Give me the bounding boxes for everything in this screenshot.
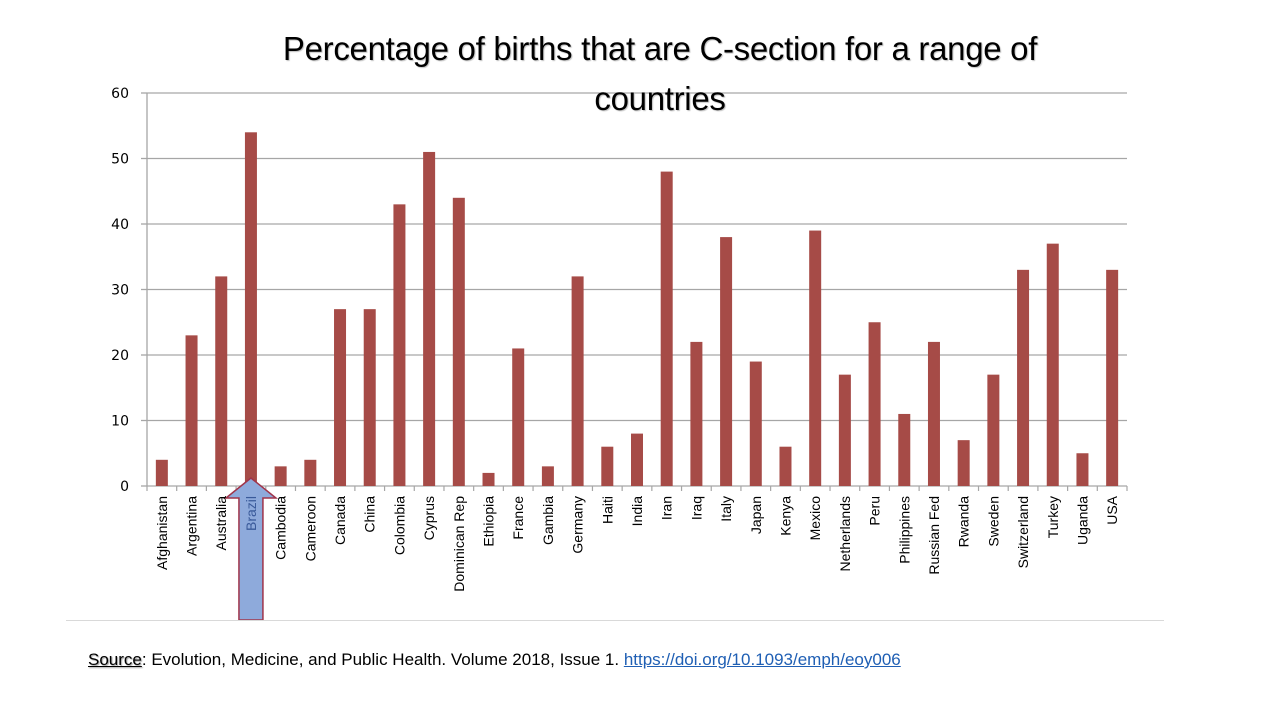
bar-mexico (809, 230, 822, 486)
x-tick-label: Australia (213, 496, 229, 551)
source-text: : Evolution, Medicine, and Public Health… (141, 650, 624, 669)
x-tick-label: China (362, 496, 378, 533)
bar-gambia (541, 466, 554, 486)
bar-switzerland (1017, 269, 1030, 486)
x-tick-label: Switzerland (1015, 496, 1031, 568)
bars (155, 132, 1119, 487)
bar-dominican-rep (452, 197, 465, 487)
x-tick-label: Colombia (391, 496, 407, 555)
x-tick-label: Turkey (1045, 496, 1061, 538)
bar-sweden (987, 374, 1000, 486)
x-tick-label: Germany (570, 496, 586, 554)
x-tick-label: Ethiopia (481, 496, 497, 547)
bar-iran (660, 171, 673, 486)
bar-kenya (779, 446, 792, 486)
y-tick-label: 50 (111, 152, 129, 168)
tick-labels: 0 10 20 30 40 50 60 Afghanistan Argentina Austral… (111, 86, 1120, 592)
x-tick-label: Dominican Rep (451, 496, 467, 592)
bar-russian-fed (927, 341, 940, 486)
bar-india (631, 433, 643, 486)
bar-turkey (1046, 243, 1059, 486)
x-tick-label: Cambodia (273, 496, 289, 560)
y-tick-label: 30 (111, 283, 129, 299)
x-tick-label: Japan (748, 496, 764, 534)
axes (141, 92, 1128, 491)
x-tick-label: Netherlands (837, 496, 853, 572)
bar-australia (215, 276, 228, 486)
x-tick-label: India (629, 496, 645, 527)
bar-cambodia (274, 466, 287, 486)
x-tick-label: Argentina (184, 496, 200, 556)
x-tick-label: Uganda (1074, 496, 1090, 545)
x-tick-label: Afghanistan (154, 496, 170, 570)
bar-france (512, 348, 525, 486)
bar-rwanda (957, 440, 970, 486)
x-tick-label: Gambia (540, 496, 556, 545)
bar-iraq (690, 341, 703, 486)
bar-italy (720, 237, 733, 486)
bar-afghanistan (155, 459, 168, 486)
x-tick-label: Peru (867, 496, 883, 526)
y-tick-label: 20 (111, 348, 129, 364)
bar-uganda (1076, 453, 1089, 486)
x-tick-label: Russian Fed (926, 496, 942, 575)
x-tick-label: Iran (659, 496, 675, 520)
bar-philippines (898, 413, 911, 486)
source-doi-link[interactable]: https://doi.org/10.1093/emph/eoy006 (623, 650, 901, 669)
x-tick-label: Kenya (777, 496, 793, 536)
bar-ethiopia (482, 472, 495, 486)
bar-colombia (393, 204, 406, 486)
y-tick-label: 10 (111, 414, 129, 430)
x-tick-label: Mexico (807, 496, 823, 541)
x-tick-label: USA (1104, 495, 1120, 524)
bar-netherlands (838, 374, 851, 486)
x-tick-label: Cyprus (421, 496, 437, 540)
x-tick-label: Philippines (896, 496, 912, 564)
x-tick-label: Iraq (688, 496, 704, 520)
x-tick-label: Brazil (243, 496, 259, 531)
bar-canada (334, 309, 347, 486)
x-tick-label: Italy (718, 496, 734, 522)
bar-cyprus (423, 151, 436, 486)
bar-argentina (185, 335, 198, 486)
bar-usa (1106, 269, 1119, 486)
y-tick-label: 60 (111, 86, 129, 102)
gridlines (147, 92, 1127, 422)
y-tick-label: 40 (111, 217, 129, 233)
bar-cameroon (304, 459, 317, 486)
x-tick-label: Canada (332, 496, 348, 545)
x-tick-label: Rwanda (956, 496, 972, 548)
chart-title-line-2: countries (594, 80, 726, 117)
x-tick-label: Cameroon (302, 496, 318, 561)
x-tick-label: Haiti (599, 496, 615, 524)
bar-germany (571, 276, 584, 486)
x-tick-label: Sweden (985, 496, 1001, 547)
bar-brazil (244, 132, 257, 487)
bar-china (363, 309, 376, 486)
bar-peru (868, 322, 881, 486)
y-tick-label: 0 (120, 479, 129, 495)
divider (66, 620, 1164, 621)
x-tick-label: France (510, 496, 526, 540)
bar-haiti (601, 446, 614, 486)
chart-title-line-1: Percentage of births that are C-section … (282, 30, 1038, 67)
source-label: Source (88, 650, 142, 669)
source-citation: Source: Evolution, Medicine, and Public … (88, 650, 901, 670)
bar-japan (749, 361, 762, 486)
